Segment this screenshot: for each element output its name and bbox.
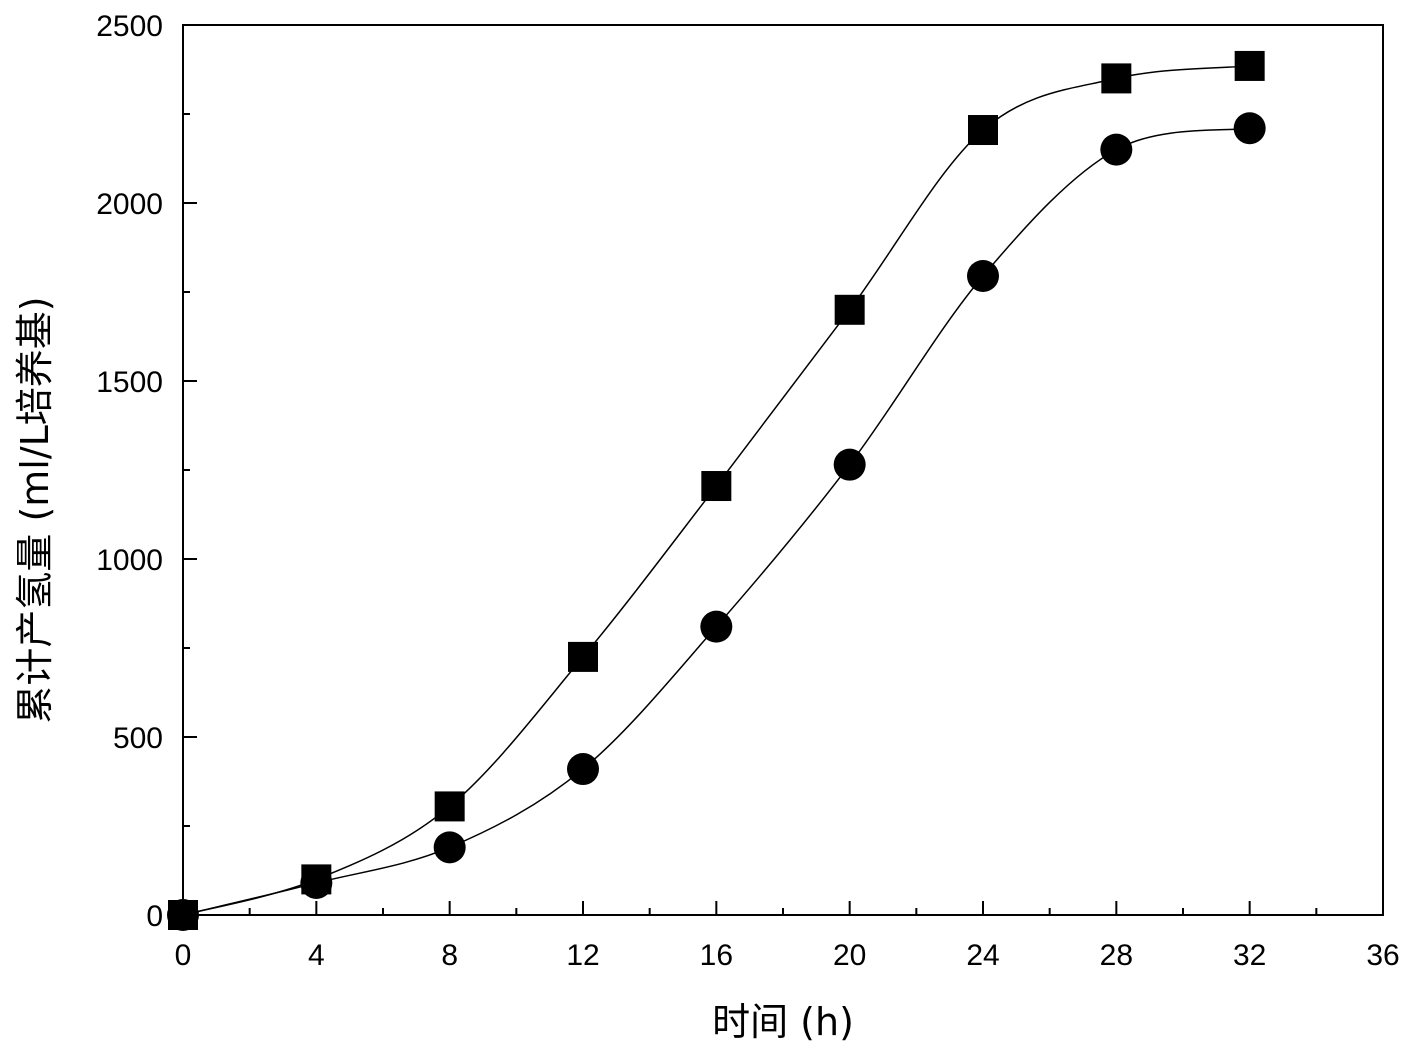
x-tick-label: 16: [700, 939, 733, 972]
x-tick-label: 24: [966, 939, 999, 972]
y-tick-label: 1500: [96, 366, 163, 399]
data-point-square: [968, 115, 998, 146]
data-point-circle: [1233, 112, 1266, 145]
data-point-circle: [167, 899, 199, 931]
data-point-square: [701, 471, 732, 502]
y-axis-title: 累计产氢量 (ml/L培养基): [13, 296, 57, 723]
x-tick-label: 32: [1233, 939, 1266, 972]
y-tick-label: 2000: [96, 188, 163, 221]
y-tick-label: 500: [113, 722, 163, 755]
x-tick-label: 36: [1366, 939, 1399, 972]
data-point-circle: [567, 753, 599, 786]
data-point-circle: [300, 866, 333, 899]
x-tick-label: 12: [566, 939, 599, 972]
x-tick-label: 8: [441, 939, 458, 972]
data-point-circle: [1100, 133, 1133, 166]
x-tick-label: 20: [833, 939, 866, 972]
plot-frame: [182, 24, 1384, 916]
data-point-circle: [833, 448, 866, 481]
series-line-circle: [182, 127, 1250, 916]
y-tick-label: 2500: [96, 10, 163, 43]
data-point-circle: [433, 831, 466, 864]
x-tick-label: 0: [175, 939, 192, 972]
data-point-square: [1234, 50, 1265, 81]
axis-ticks: [182, 24, 1384, 916]
x-tick-label: 4: [308, 939, 325, 972]
tick-labels: 0 4 8 12 16 20 24 28 32 36 0 500 1000 1500 2000 2500: [96, 10, 1399, 972]
y-tick-label: 1000: [96, 544, 163, 577]
data-point-circle: [967, 259, 999, 292]
data-point-square: [568, 641, 598, 672]
data-point-square: [434, 791, 465, 822]
series-markers: [167, 50, 1266, 931]
x-tick-label: 28: [1100, 939, 1133, 972]
data-point-square: [834, 294, 865, 325]
data-point-circle: [700, 610, 733, 643]
x-axis-title: 时间 (h): [712, 1000, 854, 1044]
y-tick-label: 0: [146, 900, 163, 933]
data-point-square: [1101, 63, 1132, 94]
